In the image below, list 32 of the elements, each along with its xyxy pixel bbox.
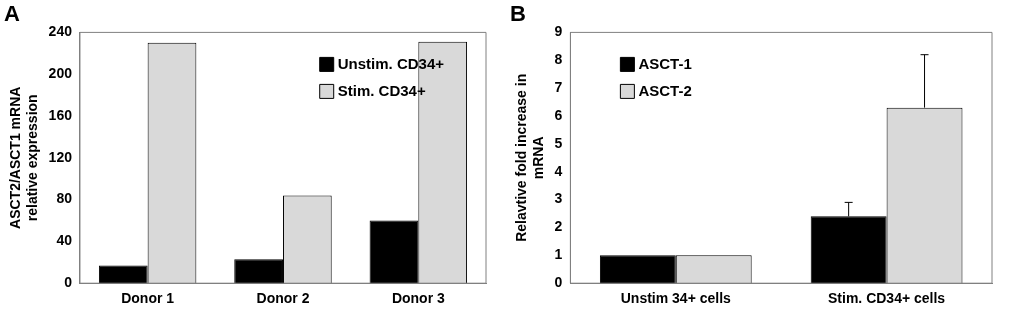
y-axis-title: Relavtive fold increase in mRNA (513, 73, 547, 242)
y-tick-label: 7 (554, 78, 563, 95)
x-tick-label: Stim. CD34+ cells (828, 290, 946, 307)
y-tick-label: 8 (554, 51, 563, 68)
x-tick-label: Donor 3 (391, 290, 445, 307)
chart-title: B (510, 1, 526, 27)
y-tick-label: 5 (554, 134, 563, 151)
y-tick-label: 80 (56, 190, 73, 207)
legend-label: ASCT-1 (638, 54, 692, 72)
y-tick-label: 1 (554, 246, 563, 263)
y-tick-label: 200 (48, 65, 73, 82)
y-tick-label: 0 (554, 274, 563, 291)
y-tick-label: 160 (48, 106, 73, 123)
y-tick-label: 240 (48, 23, 73, 40)
x-tick-label: Donor 1 (121, 290, 175, 307)
y-tick-label: 2 (554, 218, 563, 235)
y-tick-label: 9 (554, 23, 563, 40)
legend-label: ASCT-2 (638, 81, 692, 99)
y-tick-label: 3 (554, 190, 563, 207)
x-tick-label: Unstim 34+ cells (620, 290, 732, 307)
y-tick-label: 4 (554, 162, 563, 179)
bar (369, 220, 419, 284)
legend-label: Stim. CD34+ (337, 81, 426, 99)
y-tick-label: 0 (64, 274, 73, 291)
y-tick-label: 6 (554, 106, 563, 123)
y-tick-label: 40 (56, 232, 73, 249)
legend-label: Unstim. CD34+ (337, 54, 445, 72)
bar (599, 255, 676, 284)
y-axis-title: ASCT2/ASCT1 mRNA relative expression (7, 86, 41, 229)
chart-title: A (4, 1, 20, 27)
x-tick-label: Donor 2 (256, 290, 310, 307)
y-tick-label: 120 (48, 148, 73, 165)
